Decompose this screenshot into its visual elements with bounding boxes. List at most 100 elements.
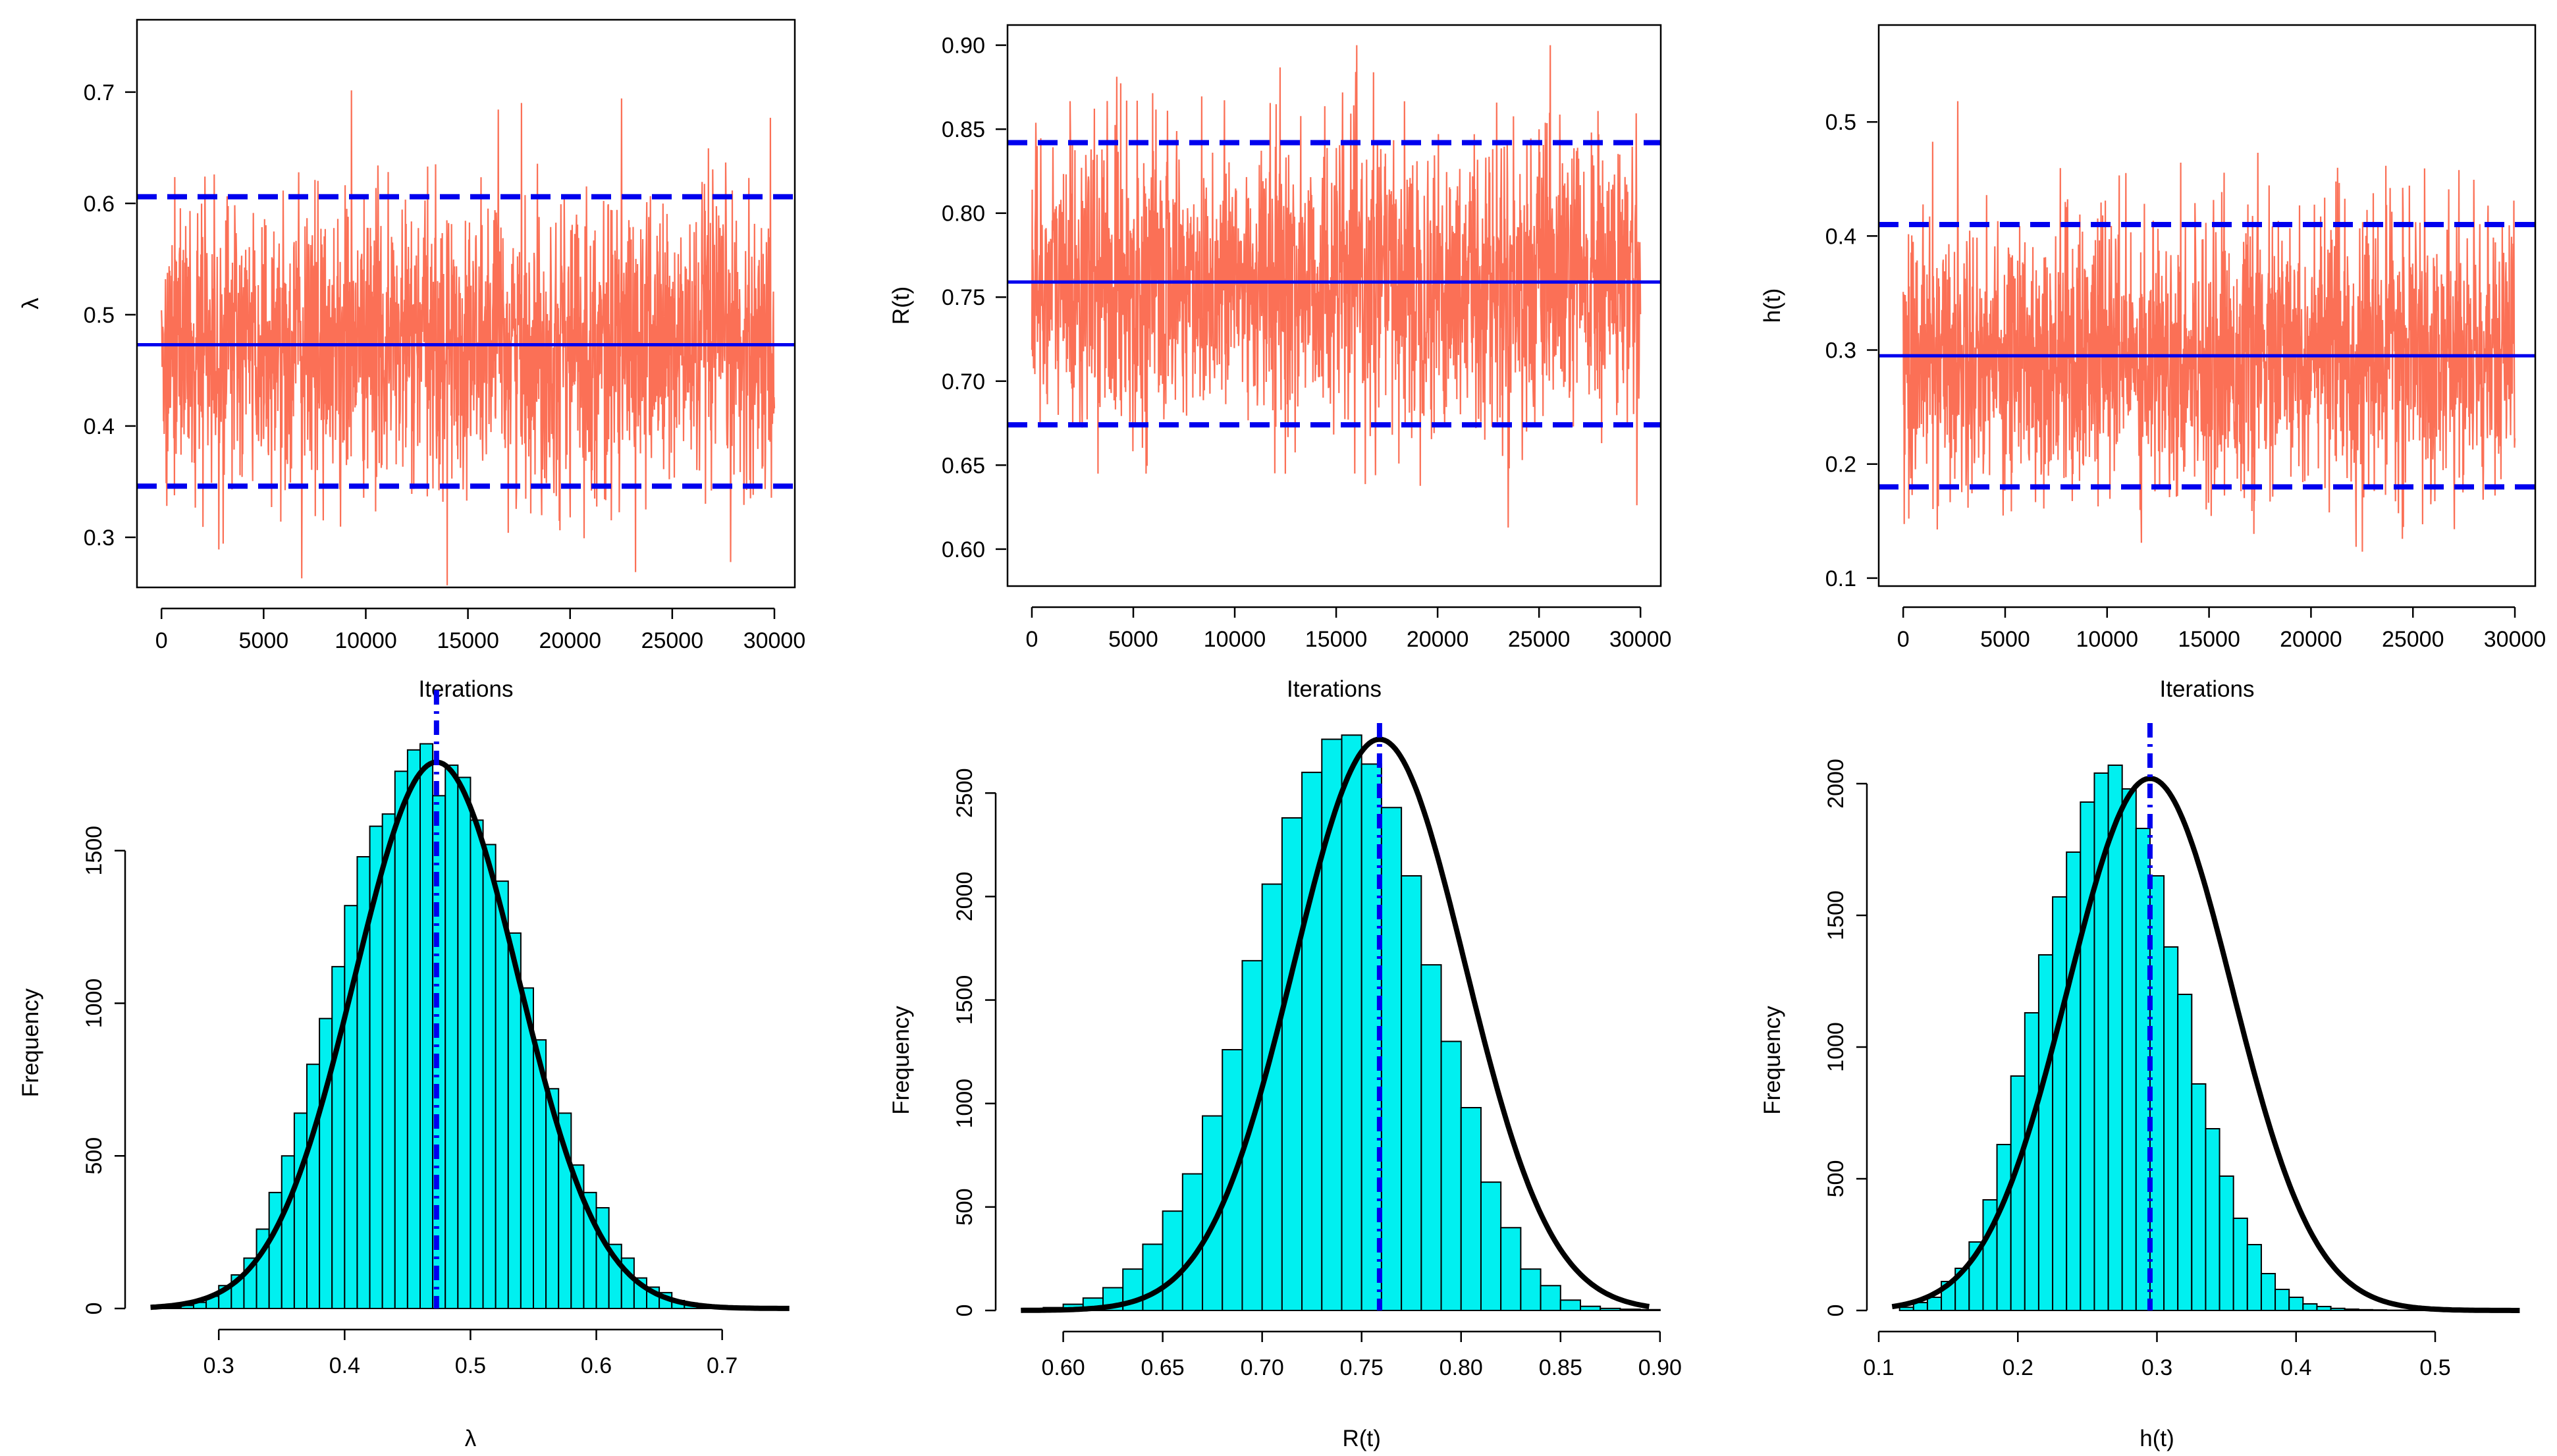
histogram-bar bbox=[1440, 1040, 1462, 1312]
histogram-bar bbox=[1996, 1144, 2012, 1311]
y-tick-label: 0.3 bbox=[84, 526, 115, 551]
trace-panel: 0 5000 10000 15000 20000 25000 30000 Iterations… bbox=[1760, 24, 2546, 702]
x-tick-label: 0.90 bbox=[1638, 1355, 1682, 1380]
histogram-bar bbox=[2191, 1083, 2207, 1311]
x-tick-label: 30000 bbox=[1609, 627, 1672, 652]
histogram-bar bbox=[1559, 1299, 1582, 1312]
y-tick-label: 2000 bbox=[952, 872, 977, 922]
x-tick-label: 10000 bbox=[1204, 627, 1266, 652]
x-tick-label: 20000 bbox=[1407, 627, 1469, 652]
histogram-bar bbox=[495, 880, 509, 1309]
histogram-bar bbox=[1619, 1308, 1641, 1311]
histogram-bar bbox=[1301, 771, 1323, 1312]
y-tick-label: 0.1 bbox=[1825, 566, 1856, 591]
histogram-bar bbox=[2260, 1273, 2276, 1311]
y-tick-label: 1000 bbox=[952, 1079, 977, 1129]
y-tick-label: 0.5 bbox=[1825, 110, 1856, 135]
x-tick-label: 0.5 bbox=[455, 1353, 486, 1378]
x-tick-label: 15000 bbox=[437, 628, 499, 653]
x-axis-label: h(t) bbox=[2140, 1426, 2174, 1451]
x-axis-label: λ bbox=[465, 1426, 477, 1451]
x-tick-label: 15000 bbox=[1305, 627, 1368, 652]
histogram-bar bbox=[2288, 1297, 2304, 1311]
y-tick-label: 0.60 bbox=[942, 537, 985, 562]
x-tick-label: 0.3 bbox=[2141, 1355, 2172, 1380]
x-tick-label: 0 bbox=[1897, 627, 1910, 652]
histogram-bar bbox=[1540, 1285, 1561, 1312]
density-curve bbox=[1021, 736, 1650, 1313]
histogram-bar bbox=[2107, 765, 2123, 1311]
x-tick-label: 0 bbox=[1026, 627, 1038, 652]
histogram-bar bbox=[394, 770, 408, 1309]
trace-series-line bbox=[1031, 45, 1642, 528]
y-tick-label: 1500 bbox=[82, 826, 107, 876]
x-tick-label: 0.65 bbox=[1141, 1355, 1185, 1380]
histogram-panel: 0.1 0.2 0.3 0.4 0.5 h(t) 0 500 1000 1500 2000 Frequ… bbox=[1760, 723, 2520, 1451]
y-tick-label: 0.80 bbox=[942, 202, 985, 227]
y-tick-label: 0.3 bbox=[1825, 338, 1856, 364]
plot-frame bbox=[1006, 24, 1662, 587]
histogram-bar bbox=[1341, 734, 1362, 1312]
histogram-bar bbox=[470, 819, 484, 1309]
histogram-bar bbox=[1181, 1173, 1204, 1311]
x-axis-label: Iterations bbox=[2160, 676, 2255, 702]
y-tick-label: 500 bbox=[1823, 1160, 1848, 1198]
x-tick-label: 15000 bbox=[2178, 627, 2240, 652]
histogram-bar bbox=[457, 776, 471, 1309]
x-tick-label: 0.2 bbox=[2003, 1355, 2033, 1380]
trace-series-line bbox=[1902, 101, 2516, 552]
histogram-bar bbox=[444, 764, 459, 1309]
y-tick-label: 0.4 bbox=[84, 414, 115, 439]
histogram-bar bbox=[1460, 1107, 1482, 1311]
y-axis-label: λ bbox=[18, 298, 43, 310]
x-axis-label: R(t) bbox=[1343, 1426, 1381, 1451]
histogram-bar bbox=[2024, 1012, 2039, 1311]
histogram-bar bbox=[319, 1017, 333, 1310]
y-tick-label: 0 bbox=[1823, 1305, 1848, 1317]
histogram-bar bbox=[2121, 788, 2137, 1311]
histogram-bar bbox=[381, 813, 396, 1309]
y-tick-label: 0.85 bbox=[942, 117, 985, 142]
histogram-bar bbox=[2274, 1289, 2290, 1311]
x-tick-label: 0.3 bbox=[203, 1353, 234, 1378]
trace-panel: 0 5000 10000 15000 20000 25000 30000 Iterations… bbox=[18, 18, 805, 702]
x-tick-label: 0.5 bbox=[2419, 1355, 2450, 1380]
x-tick-label: 0.7 bbox=[707, 1353, 738, 1378]
histogram-bar bbox=[482, 844, 497, 1309]
y-tick-label: 1500 bbox=[952, 975, 977, 1025]
histogram-bar bbox=[2246, 1244, 2262, 1311]
histogram-bar bbox=[1261, 883, 1283, 1311]
x-axis-label: Iterations bbox=[419, 676, 514, 702]
histogram-bar bbox=[406, 749, 421, 1310]
y-tick-label: 500 bbox=[82, 1137, 107, 1175]
histogram-bar bbox=[2302, 1303, 2318, 1311]
histogram-bar bbox=[1600, 1307, 1621, 1312]
x-tick-label: 5000 bbox=[1108, 627, 1158, 652]
histogram-panel: 0.3 0.4 0.5 0.6 0.7 λ 0 500 1000 1500 Frequency bbox=[18, 690, 790, 1451]
histogram-bar bbox=[2052, 896, 2068, 1311]
histogram-bar bbox=[1162, 1210, 1183, 1311]
density-curve bbox=[1891, 776, 2520, 1313]
x-tick-label: 5000 bbox=[239, 628, 289, 653]
histogram-bar bbox=[268, 1191, 283, 1309]
histogram-bar bbox=[2163, 946, 2179, 1311]
histogram-bar bbox=[281, 1155, 295, 1309]
y-axis-label: Frequency bbox=[18, 988, 43, 1097]
y-tick-label: 0 bbox=[952, 1305, 977, 1317]
density-curve bbox=[150, 759, 790, 1311]
x-tick-label: 0.4 bbox=[2280, 1355, 2311, 1380]
histogram-bar bbox=[1420, 964, 1442, 1311]
histogram-bar bbox=[419, 743, 434, 1309]
y-tick-label: 0.6 bbox=[84, 192, 115, 217]
x-tick-label: 30000 bbox=[2484, 627, 2546, 652]
x-tick-label: 25000 bbox=[1508, 627, 1571, 652]
histogram-bar bbox=[1926, 1297, 1943, 1311]
histogram-bar bbox=[1520, 1268, 1542, 1311]
y-axis-label: Frequency bbox=[888, 1006, 914, 1115]
plot-frame bbox=[136, 18, 796, 589]
histogram-bar bbox=[1480, 1181, 1502, 1311]
trace-panel: 0 5000 10000 15000 20000 25000 30000 Iterations… bbox=[888, 24, 1672, 702]
x-tick-label: 0.80 bbox=[1440, 1355, 1483, 1380]
histogram-bar bbox=[2219, 1175, 2234, 1311]
x-tick-label: 0.70 bbox=[1241, 1355, 1284, 1380]
